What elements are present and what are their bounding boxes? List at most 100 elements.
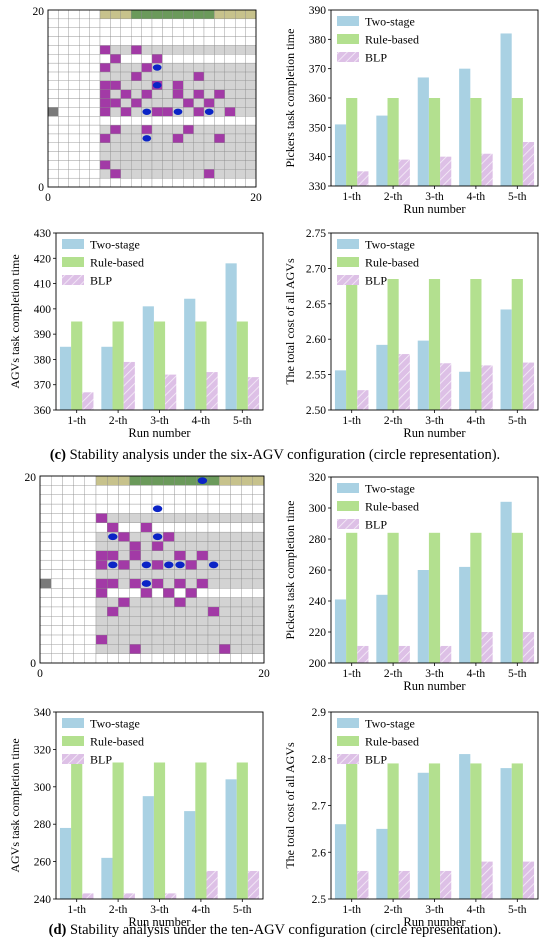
grid-cell-empty [58, 124, 69, 135]
grid-cell-shelf [120, 124, 132, 135]
grid-cell-shelf [193, 151, 205, 161]
grid-cell-shelf [203, 71, 215, 81]
grid-cell-shelf [141, 151, 153, 161]
legend-label: Rule-based [90, 735, 144, 749]
grid-cell-shelf [224, 133, 236, 143]
grid-cell-empty [58, 80, 69, 90]
y-tick-label: 2.8 [312, 754, 327, 766]
grid-cell-empty [89, 18, 101, 28]
grid-cell-shelf [235, 169, 246, 179]
grid-cell-shelf [95, 569, 108, 580]
grid-cell-empty [62, 569, 74, 580]
grid-cell-empty [68, 160, 80, 170]
grid-cell-empty [39, 550, 52, 561]
grid-cell-shelf [241, 569, 253, 580]
grid-cell-empty [196, 653, 209, 664]
legend-label: Two-stage [90, 717, 140, 731]
grid-cell-storage [172, 80, 184, 90]
legend-label: Two-stage [365, 15, 415, 29]
grid-cell-shelf [95, 541, 108, 551]
bar-blp-1-th [357, 870, 369, 899]
grid-cell-empty [151, 653, 164, 664]
grid-cell-storage [99, 98, 111, 108]
grid-cell-empty [120, 36, 132, 46]
x-tick-label: 3-th [425, 668, 444, 680]
grid-cell-shelf [193, 133, 205, 143]
grid-cell-storage [110, 124, 121, 135]
agv-marker [152, 82, 162, 89]
grid-cell-empty [252, 588, 265, 598]
grid-cell-storage [183, 98, 194, 108]
grid-cell-empty [89, 116, 101, 126]
bar-blp-4-th [481, 861, 493, 899]
grid-cell-shelf [203, 142, 215, 152]
x-tick-label: 2-th [384, 668, 403, 680]
legend-swatch [337, 519, 359, 529]
grid-cell-shelf [252, 634, 265, 645]
bar-rule-based-4-th [195, 321, 207, 410]
grid-cell-empty [219, 494, 231, 505]
grid-cell-shelf [241, 606, 253, 617]
grid-cell-empty [120, 18, 132, 28]
grid-cell-shelf [207, 597, 220, 608]
bar-two-stage-4-th [184, 298, 196, 410]
grid-cell-storage [140, 522, 153, 533]
bar-rule-based-3-th [428, 763, 441, 899]
grid-cell-shelf [196, 569, 209, 580]
grid-cell-storage [95, 559, 108, 570]
grid-cell-shelf [151, 169, 163, 179]
agv-marker [204, 108, 214, 115]
bar-blp-4-th [481, 365, 493, 410]
grid-cell-empty [62, 494, 74, 505]
grid-cell-empty [207, 494, 220, 505]
grid-cell-storage [95, 578, 108, 589]
grid-cell-storage [203, 169, 215, 179]
grid-cell-empty [193, 116, 205, 126]
grid-cell-empty [99, 54, 111, 64]
bar-two-stage-1-th [59, 827, 72, 899]
grid-cell-empty [107, 588, 119, 598]
grid-cell-empty [120, 54, 132, 64]
grid-cell-empty [84, 569, 97, 580]
grid-cell-empty [172, 18, 184, 28]
bar-rule-based-2-th [112, 321, 124, 410]
grid-cell-shelf [118, 541, 130, 551]
legend-label: Two-stage [365, 482, 415, 496]
legend-label: Rule-based [365, 500, 419, 514]
grid-cell-shelf [185, 541, 197, 551]
grid-cell-storage [193, 89, 205, 99]
x-tick-label: 3-th [425, 191, 444, 203]
grid-cell-empty [89, 62, 101, 73]
legend-label: Rule-based [365, 33, 419, 47]
grid-cell-shelf [172, 151, 184, 161]
grid-cell-shelf [162, 71, 173, 81]
grid-cell-empty [84, 625, 97, 636]
grid-cell-empty [107, 485, 119, 495]
grid-cell-station-mid [172, 9, 184, 20]
grid-cell-storage [131, 98, 142, 108]
grid-cell-shelf [230, 531, 242, 542]
grid-cell-station-mid [193, 9, 205, 20]
grid-cell-empty [68, 107, 80, 117]
grid-cell-shelf [230, 578, 242, 589]
legend-swatch [62, 239, 84, 249]
bar-two-stage-5-th [225, 779, 237, 899]
grid-cell-station [99, 9, 111, 20]
bar-blp-4-th [481, 632, 493, 663]
grid-cell-empty [185, 485, 197, 495]
warehouse-grid-six-agv: 0 20 0 20 [33, 6, 263, 204]
grid-cell-shelf [174, 541, 186, 551]
grid-cell-shelf [185, 513, 197, 523]
agv-marker [108, 561, 118, 569]
grid-cell-empty [118, 588, 130, 598]
grid-cell-shelf [118, 616, 130, 626]
grid-cell-shelf [140, 531, 153, 542]
grid-cell-shelf [151, 644, 164, 654]
grid-cell-empty [193, 27, 205, 37]
grid-cell-shelf [224, 160, 236, 170]
y-tick-label: 2.50 [306, 405, 326, 417]
grid-cell-shelf [162, 160, 173, 170]
grid-cell-shelf [245, 142, 257, 152]
y-axis-label: AGVs task completion time [8, 254, 22, 388]
grid-cell-empty [62, 625, 74, 636]
